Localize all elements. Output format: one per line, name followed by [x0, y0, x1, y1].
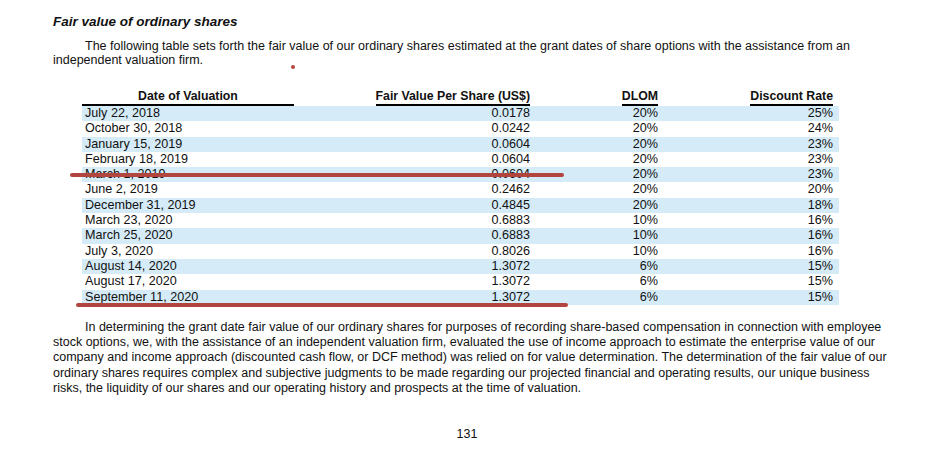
col-header-date: Date of Valuation — [82, 89, 374, 106]
cell-fair-value: 0.6883 — [374, 213, 530, 228]
cell-fair-value: 0.6883 — [374, 228, 530, 243]
cell-discount-rate: 16% — [658, 228, 839, 243]
table-row: December 31, 2019 0.4845 20% 18% — [82, 198, 839, 213]
cell-discount-rate: 15% — [658, 290, 839, 305]
table-header-row: Date of Valuation Fair Value Per Share (… — [82, 89, 839, 106]
cell-dlom: 20% — [530, 121, 658, 136]
cell-date: February 18, 2019 — [82, 152, 374, 167]
cell-dlom: 10% — [530, 228, 658, 243]
cell-date: July 3, 2020 — [82, 244, 374, 259]
cell-dlom: 10% — [530, 213, 658, 228]
cell-dlom: 20% — [530, 198, 658, 213]
cell-date: July 22, 2018 — [82, 106, 374, 121]
cell-dlom: 20% — [530, 182, 658, 197]
cell-discount-rate: 23% — [658, 137, 839, 152]
table-row: August 17, 2020 1.3072 6% 15% — [82, 274, 839, 289]
table-row: July 22, 2018 0.0178 20% 25% — [82, 106, 839, 121]
cell-dlom: 6% — [530, 259, 658, 274]
intro-paragraph: The following table sets forth the fair … — [53, 39, 877, 67]
cell-fair-value: 0.0604 — [374, 137, 530, 152]
cell-fair-value: 0.0178 — [374, 106, 530, 121]
cell-fair-value: 0.4845 — [374, 198, 530, 213]
cell-fair-value: 0.8026 — [374, 244, 530, 259]
table-row: February 18, 2019 0.0604 20% 23% — [82, 152, 839, 167]
cell-discount-rate: 25% — [658, 106, 839, 121]
table-row: October 30, 2018 0.0242 20% 24% — [82, 121, 839, 136]
valuation-table: Date of Valuation Fair Value Per Share (… — [82, 89, 839, 305]
red-dot-annotation — [291, 65, 295, 69]
cell-fair-value: 1.3072 — [374, 274, 530, 289]
cell-fair-value: 1.3072 — [374, 259, 530, 274]
cell-dlom: 10% — [530, 244, 658, 259]
table-row: August 14, 2020 1.3072 6% 15% — [82, 259, 839, 274]
cell-discount-rate: 23% — [658, 167, 839, 182]
cell-discount-rate: 20% — [658, 182, 839, 197]
cell-date: March 23, 2020 — [82, 213, 374, 228]
valuation-table-body: July 22, 2018 0.0178 20% 25% October 30,… — [82, 106, 839, 305]
cell-date: August 17, 2020 — [82, 274, 374, 289]
table-row: March 23, 2020 0.6883 10% 16% — [82, 213, 839, 228]
document-page: Fair value of ordinary shares The follow… — [0, 0, 947, 458]
cell-date: March 25, 2020 — [82, 228, 374, 243]
cell-discount-rate: 15% — [658, 274, 839, 289]
table-row: June 2, 2019 0.2462 20% 20% — [82, 182, 839, 197]
cell-discount-rate: 24% — [658, 121, 839, 136]
cell-discount-rate: 23% — [658, 152, 839, 167]
table-row: March 25, 2020 0.6883 10% 16% — [82, 228, 839, 243]
cell-date: January 15, 2019 — [82, 137, 374, 152]
col-header-discount-rate: Discount Rate — [658, 89, 839, 106]
section-title: Fair value of ordinary shares — [53, 14, 238, 29]
cell-dlom: 20% — [530, 152, 658, 167]
page-number: 131 — [0, 427, 934, 441]
cell-dlom: 20% — [530, 137, 658, 152]
cell-discount-rate: 16% — [658, 244, 839, 259]
cell-date: August 14, 2020 — [82, 259, 374, 274]
table-row: July 3, 2020 0.8026 10% 16% — [82, 244, 839, 259]
cell-discount-rate: 16% — [658, 213, 839, 228]
cell-date: October 30, 2018 — [82, 121, 374, 136]
col-header-dlom: DLOM — [530, 89, 658, 106]
cell-dlom: 6% — [530, 274, 658, 289]
cell-fair-value: 0.2462 — [374, 182, 530, 197]
body-paragraph: In determining the grant date fair value… — [53, 320, 899, 396]
cell-date: June 2, 2019 — [82, 182, 374, 197]
cell-fair-value: 0.0242 — [374, 121, 530, 136]
cell-dlom: 20% — [530, 106, 658, 121]
red-underline-annotation-september-11-2020 — [76, 303, 568, 307]
col-header-fair-value: Fair Value Per Share (US$) — [374, 89, 530, 106]
table-row: January 15, 2019 0.0604 20% 23% — [82, 137, 839, 152]
cell-date: December 31, 2019 — [82, 198, 374, 213]
cell-fair-value: 0.0604 — [374, 152, 530, 167]
red-underline-annotation-march-1-2019 — [70, 173, 564, 177]
cell-discount-rate: 15% — [658, 259, 839, 274]
cell-discount-rate: 18% — [658, 198, 839, 213]
